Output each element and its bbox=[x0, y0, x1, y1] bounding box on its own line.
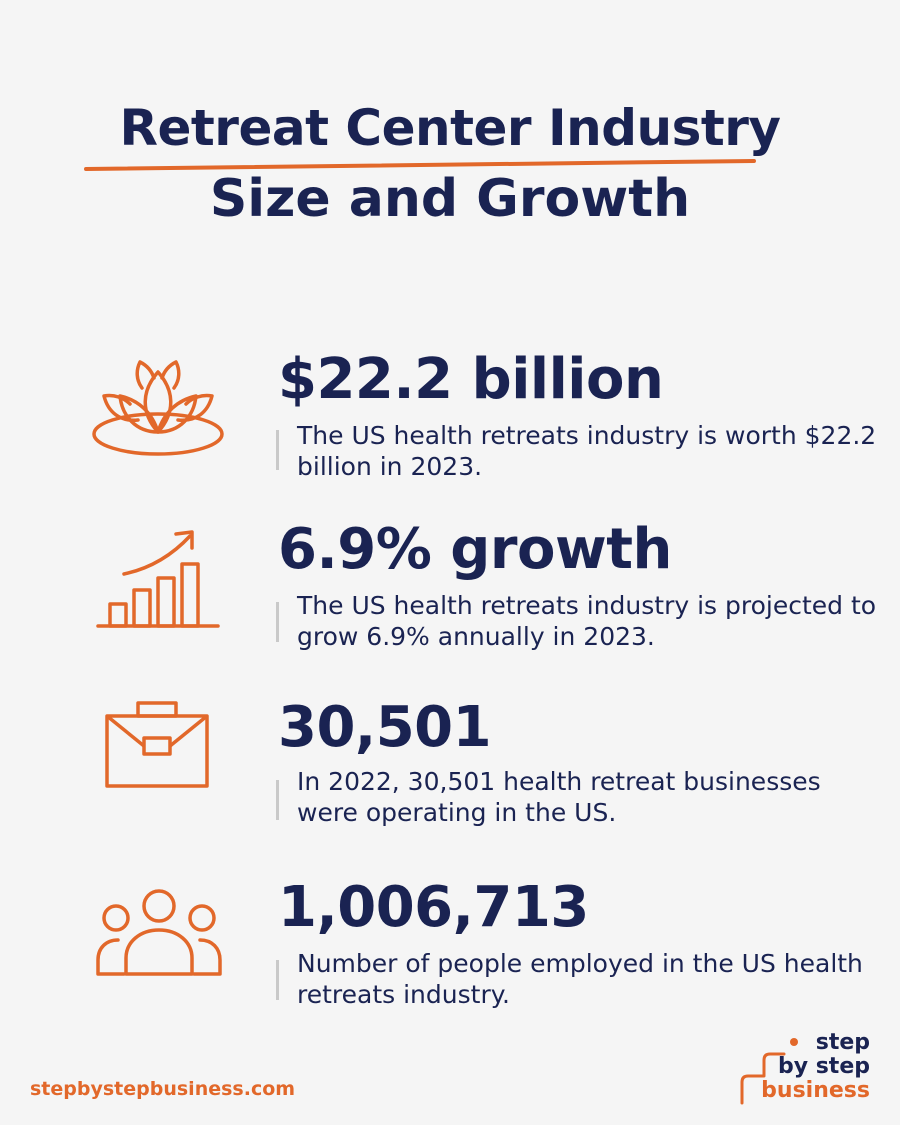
stat-employment: 1,006,713 Number of people employed in t… bbox=[0, 870, 900, 1040]
growth-chart-icon bbox=[96, 530, 220, 628]
stat-description: The US health retreats industry is proje… bbox=[297, 591, 877, 651]
stat-description: The US health retreats industry is worth… bbox=[297, 421, 877, 481]
stat-divider bbox=[276, 960, 279, 1000]
logo-text-business: business bbox=[761, 1078, 870, 1103]
stat-value: 6.9% growth bbox=[278, 517, 672, 582]
stat-value: $22.2 billion bbox=[278, 347, 664, 412]
header: Retreat Center Industry Size and Growth bbox=[0, 96, 900, 232]
stat-divider bbox=[276, 780, 279, 820]
page-subtitle: Size and Growth bbox=[209, 169, 691, 229]
logo-text-by-step: by step bbox=[777, 1054, 870, 1079]
page-title: Retreat Center Industry bbox=[119, 99, 781, 157]
stat-growth: 6.9% growth The US health retreats indus… bbox=[0, 512, 900, 682]
people-group-icon bbox=[96, 889, 222, 976]
stat-value: 30,501 bbox=[278, 695, 492, 760]
stat-description: Number of people employed in the US heal… bbox=[297, 949, 863, 1009]
lotus-icon bbox=[92, 360, 224, 456]
stat-divider bbox=[276, 602, 279, 642]
briefcase-icon bbox=[105, 701, 209, 788]
brand-logo: step by step business bbox=[740, 1030, 870, 1105]
stat-value: 1,006,713 bbox=[278, 875, 589, 940]
stat-industry-size: $22.2 billion The US health retreats ind… bbox=[0, 340, 900, 510]
stat-divider bbox=[276, 430, 279, 470]
stat-businesses: 30,501 In 2022, 30,501 health retreat bu… bbox=[0, 690, 900, 860]
website-url[interactable]: stepbystepbusiness.com bbox=[30, 1078, 296, 1100]
stat-description: In 2022, 30,501 health retreat businesse… bbox=[297, 767, 821, 827]
logo-step-icon bbox=[740, 1038, 798, 1105]
title-underline bbox=[84, 159, 756, 171]
logo-text-step: step bbox=[815, 1030, 870, 1055]
